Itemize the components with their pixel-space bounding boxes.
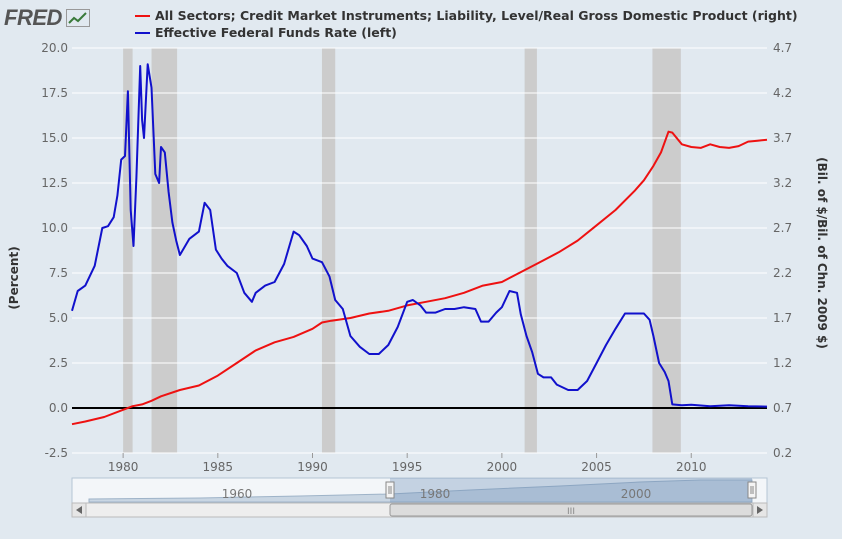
navigator-handle-right[interactable] [747, 481, 757, 499]
legend-label-credit: All Sectors; Credit Market Instruments; … [155, 8, 798, 23]
trend-line-icon [65, 9, 90, 27]
legend-item-fedfunds[interactable]: Effective Federal Funds Rate (left) [135, 25, 397, 40]
x-tick-label: 1995 [392, 460, 423, 474]
scroll-right-button[interactable] [752, 502, 768, 518]
y-right-tick-label: 3.2 [773, 176, 792, 190]
navigator-selected-range [390, 478, 752, 503]
x-axis-ticks: 1980 1985 1990 1995 2000 2005 2010 [108, 453, 707, 474]
scrollbar-grip: III [567, 507, 575, 517]
legend-item-credit[interactable]: All Sectors; Credit Market Instruments; … [135, 8, 798, 23]
navigator-label-2000: 2000 [621, 487, 652, 501]
recession-bands [123, 48, 681, 453]
y-left-tick-label: 10.0 [41, 221, 68, 235]
y-right-tick-label: 0.7 [773, 401, 792, 415]
y-left-tick-label: 20.0 [41, 41, 68, 55]
scroll-left-button[interactable] [71, 502, 87, 518]
x-tick-label: 2000 [487, 460, 518, 474]
y-left-tick-label: 2.5 [49, 356, 68, 370]
x-tick-label: 2005 [581, 460, 612, 474]
navigator-handle-left[interactable] [385, 481, 395, 499]
fred-logo[interactable]: FRED [4, 5, 90, 31]
right-axis-ticks: 0.2 0.7 1.2 1.7 2.2 2.7 3.2 3.7 4.2 4.7 [773, 41, 792, 460]
legend: All Sectors; Credit Market Instruments; … [135, 8, 798, 40]
recession-band [524, 48, 537, 453]
y-left-tick-label: 12.5 [41, 176, 68, 190]
x-tick-label: 1985 [203, 460, 234, 474]
y-left-tick-label: 5.0 [49, 311, 68, 325]
y-right-tick-label: 2.2 [773, 266, 792, 280]
scrollbar[interactable]: III [71, 502, 768, 518]
y-left-tick-label: 17.5 [41, 86, 68, 100]
y-left-tick-label: -2.5 [45, 446, 68, 460]
y-right-tick-label: 4.7 [773, 41, 792, 55]
y-left-tick-label: 0.0 [49, 401, 68, 415]
y-right-tick-label: 0.2 [773, 446, 792, 460]
y-right-axis-label: (Bil. of $/Bil. of Chn. 2009 $) [815, 157, 829, 349]
navigator-label-1980: 1980 [420, 487, 451, 501]
recession-band [123, 48, 133, 453]
recession-band [151, 48, 178, 453]
x-tick-label: 2010 [676, 460, 707, 474]
series-lines [71, 63, 768, 426]
series-line-credit [71, 130, 768, 426]
gridlines [72, 47, 767, 454]
navigator-label-1960: 1960 [222, 487, 253, 501]
recession-band [321, 48, 336, 453]
y-left-tick-label: 15.0 [41, 131, 68, 145]
series-line-fedfunds [71, 63, 768, 408]
scrollbar-thumb[interactable] [389, 503, 753, 517]
y-right-tick-label: 3.7 [773, 131, 792, 145]
arrow-left-icon [76, 506, 82, 514]
y-left-axis-label: (Percent) [7, 246, 21, 309]
left-axis-ticks: -2.5 0.0 2.5 5.0 7.5 10.0 12.5 15.0 17.5 20.0 [41, 41, 68, 460]
navigator[interactable]: 1960 1980 2000 [71, 477, 768, 504]
y-right-tick-label: 1.7 [773, 311, 792, 325]
y-right-tick-label: 1.2 [773, 356, 792, 370]
legend-label-fedfunds: Effective Federal Funds Rate (left) [155, 25, 397, 40]
arrow-right-icon [757, 506, 763, 514]
x-tick-label: 1980 [108, 460, 139, 474]
y-right-tick-label: 2.7 [773, 221, 792, 235]
recession-band [652, 48, 681, 453]
y-right-tick-label: 4.2 [773, 86, 792, 100]
fred-logo-text: FRED [4, 5, 62, 30]
y-left-tick-label: 7.5 [49, 266, 68, 280]
x-tick-label: 1990 [297, 460, 328, 474]
